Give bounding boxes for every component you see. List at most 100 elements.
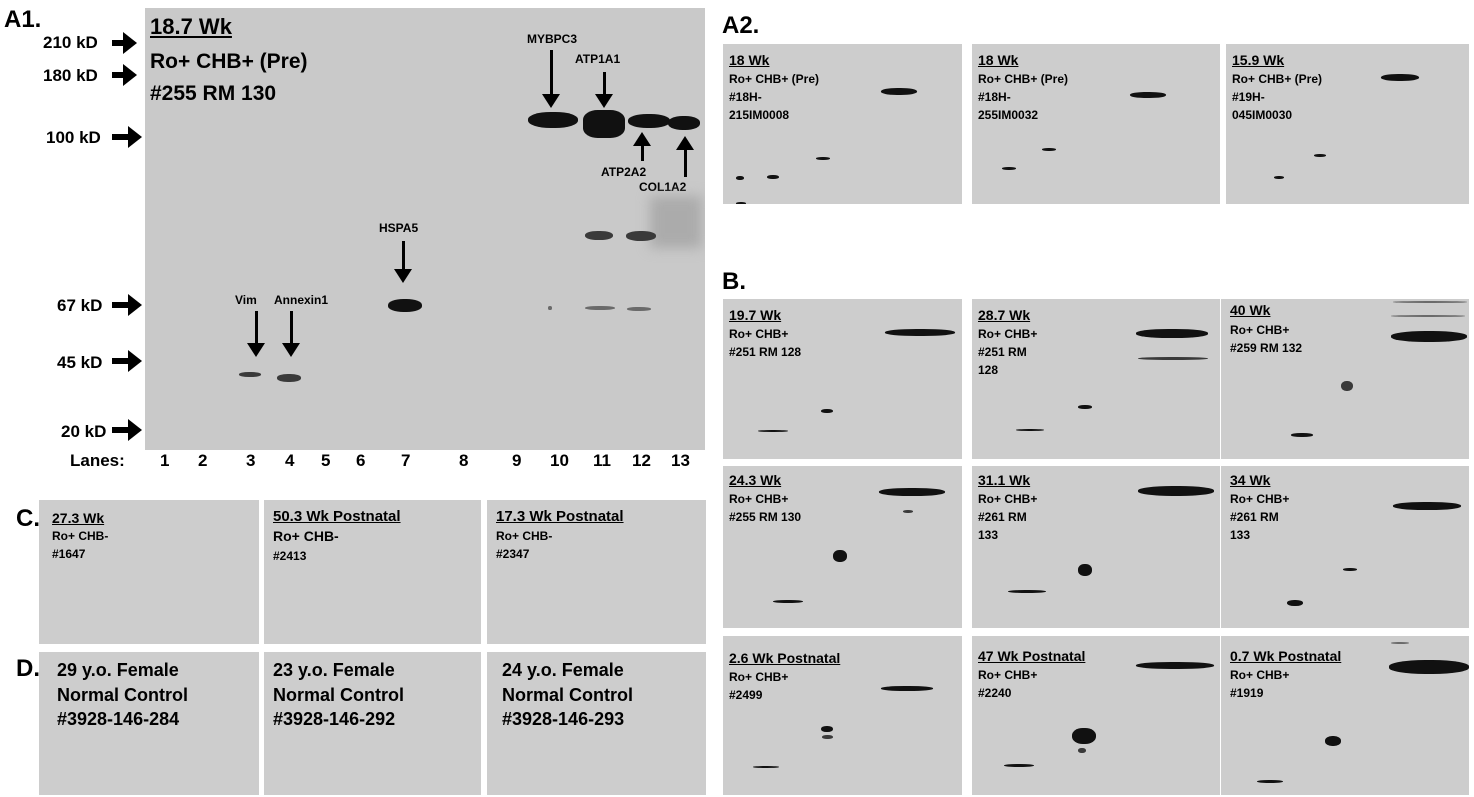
blot-sample-id: #3928-146-293 [502, 709, 625, 729]
blot-group: Normal Control [502, 685, 634, 705]
section-label-a2: A2. [722, 12, 760, 39]
blot-age: 40 Wk [1230, 302, 1271, 318]
band [1138, 357, 1208, 360]
blot-group: Ro+ CHB+ [1230, 323, 1290, 337]
arrowhead-hspa5 [394, 269, 412, 283]
mw-shaft-180 [112, 72, 124, 78]
band [736, 202, 746, 204]
band [822, 735, 833, 739]
section-label-b: B. [722, 268, 746, 295]
band [1341, 381, 1353, 391]
blot-group: Ro+ CHB+ (Pre) [150, 50, 308, 73]
blot-b-1: 19.7 Wk Ro+ CHB+ #251 RM 128 [723, 299, 962, 459]
band [881, 686, 933, 691]
band-col1a2 [668, 116, 700, 130]
section-label-c: C. [16, 505, 40, 532]
band-annexin1 [277, 374, 301, 382]
band [1138, 486, 1214, 496]
label-hspa5: HSPA5 [379, 221, 419, 235]
lane-3: 3 [246, 451, 256, 470]
blot-age: 28.7 Wk [978, 307, 1031, 323]
blot-sample-id-cont: 128 [978, 363, 999, 377]
mw-shaft-20 [112, 427, 129, 433]
band [1257, 780, 1283, 783]
blot-b-3: 40 Wk Ro+ CHB+ #259 RM 132 [1221, 299, 1469, 459]
label-atp1a1: ATP1A1 [575, 52, 621, 66]
band [1136, 329, 1208, 338]
blot-sample-id: #2413 [273, 549, 307, 563]
band-lane10-faint [548, 306, 552, 310]
blot-sample-id: #259 RM 132 [1230, 341, 1303, 355]
lane-4: 4 [285, 451, 295, 470]
band [1325, 736, 1341, 746]
band [1016, 429, 1044, 431]
lane-13: 13 [671, 451, 690, 470]
blot-sample-id-cont: 133 [1230, 528, 1251, 542]
blot-group: Ro+ CHB+ [978, 327, 1038, 341]
blot-age: 17.3 Wk Postnatal [496, 508, 624, 525]
blot-sample-id-cont: 133 [978, 528, 999, 542]
blot-c-2: 50.3 Wk Postnatal Ro+ CHB- #2413 [264, 500, 481, 644]
band [1042, 148, 1056, 151]
blot-age: 2.6 Wk Postnatal [729, 650, 841, 666]
band [1078, 405, 1092, 409]
blot-age: 15.9 Wk [1232, 52, 1285, 68]
blot-sample-id-cont: 255IM0032 [978, 108, 1039, 122]
band [881, 88, 917, 95]
blot-age: 50.3 Wk Postnatal [273, 508, 401, 525]
band [758, 430, 788, 432]
arrow-vim [255, 311, 258, 345]
arrow-col1a2 [684, 149, 687, 177]
lane-8: 8 [459, 451, 469, 470]
blot-group: Ro+ CHB- [52, 529, 109, 543]
band [753, 766, 779, 768]
mw-shaft-100 [112, 134, 129, 140]
blot-age: 18.7 Wk [150, 14, 232, 39]
smear-col1a2 [650, 196, 702, 248]
blot-sample-id: #1919 [1230, 686, 1264, 700]
mw-arrow-100 [128, 126, 142, 148]
blot-sample-id: #19H- [1232, 90, 1265, 104]
blot-group: Ro+ CHB+ [978, 668, 1038, 682]
arrowhead-atp1a1 [595, 94, 613, 108]
label-vim: Vim [235, 293, 257, 307]
blot-b-2: 28.7 Wk Ro+ CHB+ #251 RM 128 [972, 299, 1220, 459]
blot-a2-2: 18 Wk Ro+ CHB+ (Pre) #18H- 255IM0032 [972, 44, 1220, 204]
mw-180: 180 kD [43, 66, 98, 85]
blot-age: 31.1 Wk [978, 472, 1031, 488]
mw-arrow-45 [128, 350, 142, 372]
band [1008, 590, 1046, 593]
blot-group: Ro+ CHB+ [1230, 668, 1290, 682]
blot-sample-id: #255 RM 130 [150, 82, 277, 105]
band-mybpc3 [528, 112, 578, 128]
arrowhead-mybpc3 [542, 94, 560, 108]
band [879, 488, 945, 496]
blot-sample-id: #18H- [729, 90, 762, 104]
blot-group: Ro+ CHB+ [729, 670, 789, 684]
mw-20: 20 kD [61, 422, 107, 441]
mw-shaft-210 [112, 40, 124, 46]
blot-b-5: 31.1 Wk Ro+ CHB+ #261 RM 133 [972, 466, 1220, 628]
band [736, 176, 744, 180]
blot-group: Normal Control [273, 685, 405, 705]
blot-b-7: 2.6 Wk Postnatal Ro+ CHB+ #2499 [723, 636, 962, 795]
blot-subject: 29 y.o. Female [57, 660, 179, 680]
blot-group: Ro+ CHB+ [729, 492, 789, 506]
mw-arrow-210 [123, 32, 137, 54]
band [885, 329, 955, 336]
lane-10: 10 [550, 451, 569, 470]
arrowhead-col1a2 [676, 136, 694, 150]
blot-group: Ro+ CHB+ (Pre) [978, 72, 1069, 86]
band [1072, 728, 1096, 744]
band [903, 510, 913, 513]
blot-a2-1: 18 Wk Ro+ CHB+ (Pre) #18H- 215IM0008 [723, 44, 962, 204]
band [1343, 568, 1357, 571]
arrow-atp1a1 [603, 72, 606, 96]
band [1287, 600, 1303, 606]
blot-group: Ro+ CHB- [273, 528, 339, 544]
label-col1a2: COL1A2 [639, 180, 687, 194]
blot-sample-id: #251 RM [978, 345, 1027, 359]
arrowhead-annexin1 [282, 343, 300, 357]
band [1078, 564, 1092, 576]
blot-age: 18 Wk [729, 52, 770, 68]
